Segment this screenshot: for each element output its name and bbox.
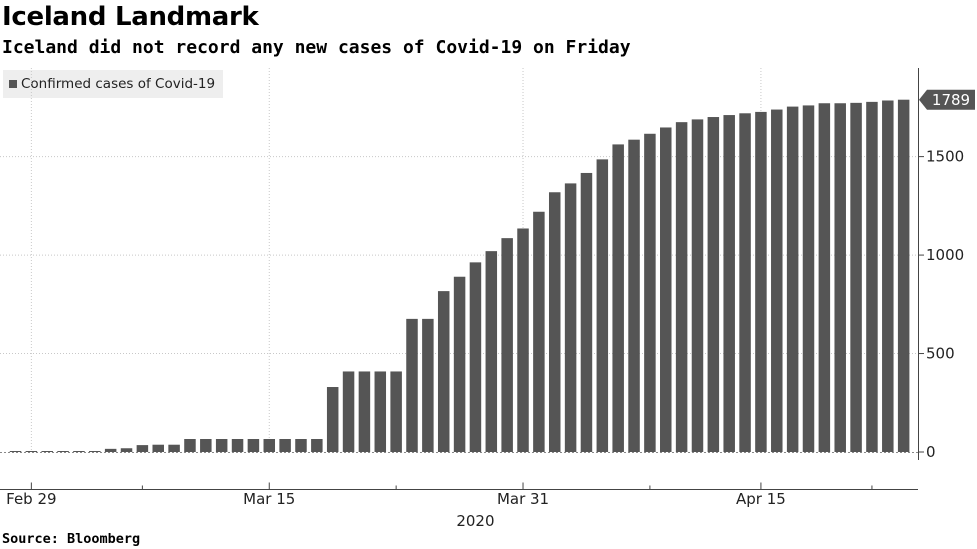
last-value-label: 1789	[932, 91, 970, 109]
bar	[580, 172, 593, 452]
x-year-label: 2020	[456, 512, 494, 530]
bar	[231, 439, 244, 452]
y-tick-label: 500	[926, 345, 955, 363]
bar	[818, 103, 831, 452]
bar	[279, 439, 291, 452]
bar	[517, 228, 529, 452]
bar	[89, 451, 101, 452]
x-tick-label: Mar 15	[243, 490, 295, 508]
bar	[644, 133, 656, 452]
bar	[628, 139, 640, 452]
bar	[850, 102, 862, 453]
bar	[596, 159, 609, 452]
bar	[263, 439, 276, 452]
axes	[0, 68, 924, 490]
bar	[501, 238, 513, 452]
bar	[390, 371, 402, 452]
bar	[120, 448, 133, 452]
bar	[136, 445, 149, 452]
bar	[834, 103, 846, 452]
bar	[358, 371, 371, 452]
bar	[247, 439, 260, 452]
bar	[723, 115, 735, 453]
bar	[152, 444, 164, 452]
bar	[675, 122, 688, 453]
chart-title: Iceland Landmark	[2, 2, 259, 32]
bar	[104, 448, 117, 452]
bar	[469, 262, 482, 452]
bar	[215, 439, 228, 452]
bar	[897, 99, 910, 452]
y-tick-label: 1500	[926, 148, 964, 166]
bar	[342, 371, 355, 452]
bar	[295, 439, 307, 452]
chart-subtitle: Iceland did not record any new cases of …	[2, 37, 631, 58]
y-tick-label: 0	[926, 443, 936, 461]
bar	[691, 119, 704, 453]
bar	[866, 101, 878, 453]
x-tick-label: Apr 15	[736, 490, 786, 508]
legend-swatch	[9, 80, 17, 88]
bar	[533, 211, 545, 452]
bar	[755, 111, 767, 452]
bar	[739, 113, 751, 453]
bar	[57, 451, 69, 452]
last-value-badge-shape	[919, 89, 975, 110]
bar	[882, 100, 894, 452]
bar	[786, 106, 799, 452]
bar	[802, 105, 815, 453]
bar	[326, 387, 339, 452]
bars	[9, 99, 910, 453]
x-tick-label: Feb 29	[6, 490, 56, 508]
bar	[41, 451, 53, 452]
bar	[311, 439, 323, 452]
bar	[548, 192, 561, 452]
bar	[771, 109, 783, 452]
bar	[612, 144, 624, 452]
bar	[707, 117, 720, 452]
bar	[374, 371, 387, 452]
bar	[564, 183, 577, 453]
bar	[200, 439, 212, 452]
bar	[406, 318, 418, 452]
bar	[9, 451, 22, 452]
last-value-badge: 1789	[919, 89, 975, 110]
legend-label: Confirmed cases of Covid-19	[21, 76, 216, 92]
bar	[422, 318, 434, 452]
bar	[73, 451, 85, 452]
bar	[437, 291, 450, 452]
bar	[168, 444, 180, 452]
bar	[660, 127, 672, 453]
bar	[25, 451, 38, 452]
bar	[184, 439, 196, 452]
y-tick-label: 1000	[926, 246, 964, 264]
chart-legend: Confirmed cases of Covid-19	[3, 70, 224, 98]
x-tick-label: Mar 31	[497, 490, 549, 508]
source-note: Source: Bloomberg	[2, 531, 141, 547]
tick-labels: 0 500 1000 1500 Feb 29 Mar 15 Mar 31 Apr 15 2020	[6, 148, 964, 530]
bar	[485, 251, 498, 452]
bar	[453, 276, 466, 452]
